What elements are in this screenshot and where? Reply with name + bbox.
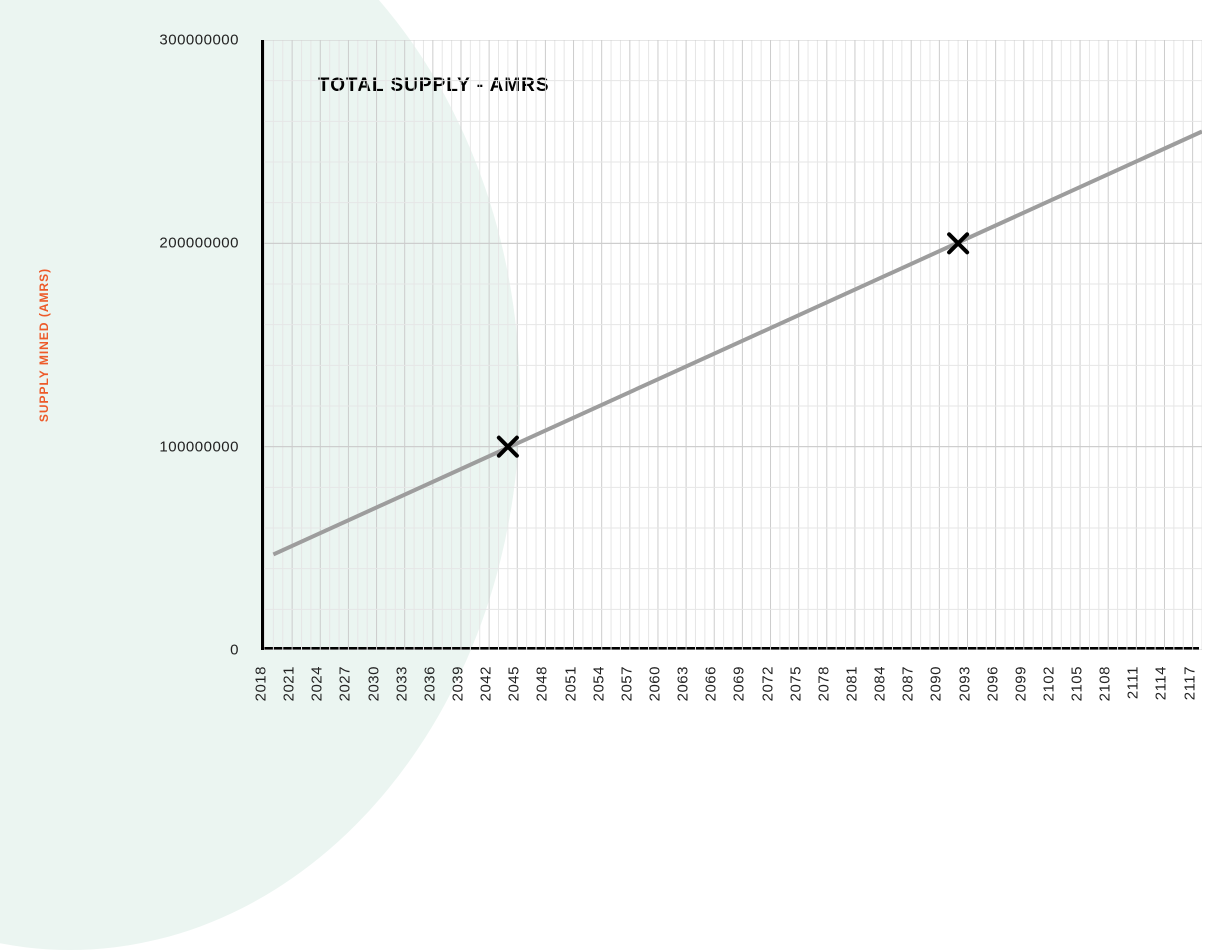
x-tick-label: 2060 — [646, 666, 663, 701]
x-tick-label: 2081 — [843, 666, 860, 701]
x-tick-label: 2024 — [309, 666, 326, 701]
x-tick-label: 2069 — [731, 666, 748, 701]
y-tick-label: 300000000 — [159, 32, 239, 49]
x-tick-label: 2045 — [506, 666, 523, 701]
x-tick-label: 2027 — [337, 666, 354, 701]
x-tick-label: 2099 — [1012, 666, 1029, 701]
y-axis-title: SUPPLY MINED (AMRS) — [37, 268, 51, 422]
x-tick-label: 2108 — [1097, 666, 1114, 701]
x-tick-label: 2057 — [618, 666, 635, 701]
x-tick-label: 2036 — [421, 666, 438, 701]
x-tick-label: 2030 — [365, 666, 382, 701]
x-tick-label: 2114 — [1153, 666, 1170, 700]
x-tick-label: 2063 — [675, 666, 692, 701]
y-tick-label: 0 — [230, 642, 239, 659]
x-tick-label: 2021 — [281, 666, 298, 701]
x-tick-label: 2084 — [872, 666, 889, 701]
plot-svg — [264, 40, 1202, 650]
x-tick-label: 2111 — [1125, 666, 1142, 699]
x-tick-label: 2117 — [1181, 666, 1198, 700]
x-tick-label: 2078 — [815, 666, 832, 701]
x-tick-label: 2033 — [393, 666, 410, 701]
x-tick-label: 2066 — [703, 666, 720, 701]
plot-area — [261, 40, 1199, 650]
x-tick-label: 2048 — [534, 666, 551, 701]
y-tick-label: 100000000 — [159, 438, 239, 455]
x-tick-label: 2093 — [956, 666, 973, 701]
x-tick-label: 2054 — [590, 666, 607, 701]
chart-stage: SUPPLY MINED (AMRS) TOTAL SUPPLY - AMRS … — [0, 0, 1219, 762]
x-tick-label: 2102 — [1040, 666, 1057, 701]
x-tick-label: 2090 — [928, 666, 945, 701]
y-tick-label: 200000000 — [159, 235, 239, 252]
x-tick-label: 2042 — [478, 666, 495, 701]
x-tick-label: 2087 — [900, 666, 917, 701]
x-tick-label: 2039 — [449, 666, 466, 701]
x-tick-label: 2051 — [562, 666, 579, 701]
x-tick-label: 2072 — [759, 666, 776, 701]
x-tick-label: 2075 — [787, 666, 804, 701]
x-tick-label: 2018 — [253, 666, 270, 701]
x-tick-label: 2105 — [1069, 666, 1086, 701]
x-tick-label: 2096 — [984, 666, 1001, 701]
